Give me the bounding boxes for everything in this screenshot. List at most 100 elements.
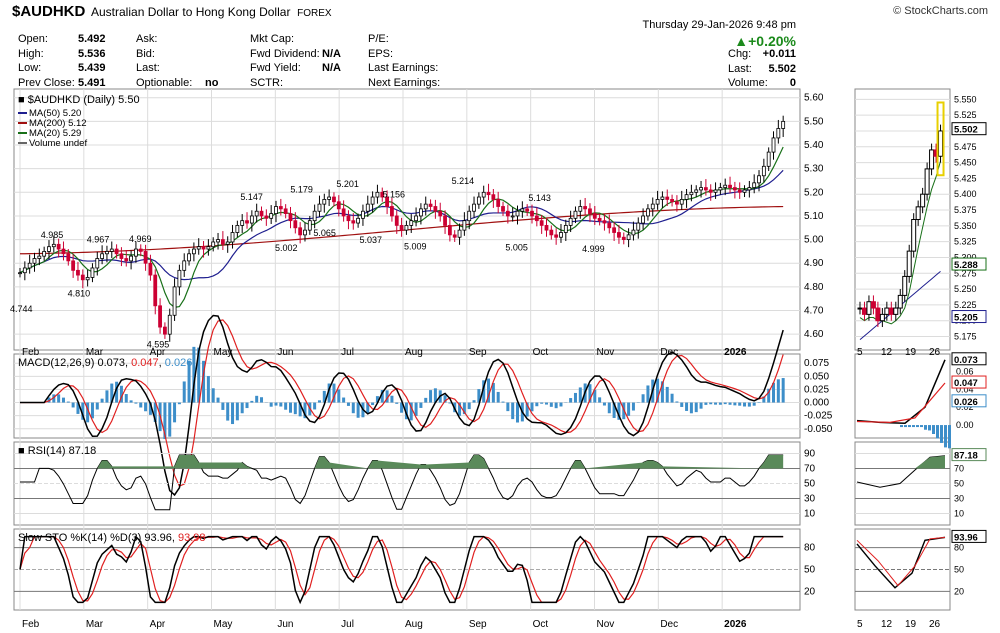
candle-body — [617, 232, 621, 238]
macd-histogram-bar — [182, 381, 186, 403]
field-label: Bid: — [136, 47, 155, 60]
candle-body — [109, 248, 114, 252]
mini-x-tick: 12 — [881, 347, 893, 358]
mini-y-tick: 5.375 — [954, 205, 977, 215]
mini-y-tick: 30 — [954, 494, 964, 504]
mini-macd-bar — [928, 425, 931, 431]
x-tick-label: Jul — [341, 347, 354, 358]
candle-body — [641, 215, 645, 224]
macd-histogram-bar — [429, 390, 433, 403]
mini-macd-bar — [944, 425, 947, 448]
x-tick-label: Mar — [86, 347, 104, 358]
mini-candle-body — [938, 130, 944, 157]
mini-y-tick: 80 — [954, 543, 964, 553]
candle-body — [172, 286, 177, 316]
candle-body — [177, 269, 182, 288]
candle-body — [539, 220, 544, 226]
mini-x-tick: 12 — [881, 619, 893, 630]
candle-body — [32, 258, 37, 264]
macd-histogram-bar — [298, 402, 302, 417]
macd-histogram-bar — [482, 380, 486, 403]
mini-macd-bar — [904, 425, 907, 428]
up-arrow-icon: ▲ — [734, 33, 749, 49]
mini-macd-bar — [916, 425, 919, 428]
rsi-overbought-fill — [39, 455, 784, 469]
macd-histogram-bar — [627, 402, 631, 416]
mini-x-tick: 19 — [905, 619, 917, 630]
candle-body — [216, 239, 220, 243]
mini-candle-body — [861, 307, 867, 315]
x-tick-label: Dec — [660, 347, 678, 358]
field-value: no — [205, 76, 219, 89]
last-price-badge-label: 5.502 — [954, 125, 978, 136]
candle-body — [476, 196, 481, 205]
field-value: 5.502 — [768, 62, 796, 75]
candle-body — [129, 255, 133, 262]
candle-body — [196, 246, 201, 250]
candle-body — [655, 199, 660, 205]
field-label: Chg: — [728, 48, 752, 60]
candle-body — [390, 206, 394, 217]
mini-y-tick: 0.04 — [956, 384, 974, 394]
macd-histogram-bar — [202, 360, 206, 403]
y-tick-label: 50 — [804, 565, 816, 576]
mini-candle-body — [902, 275, 908, 296]
macd-histogram-bar — [559, 402, 563, 407]
candle-body — [375, 191, 380, 198]
mini-candle-body — [929, 149, 935, 170]
macd-histogram-bar — [409, 402, 413, 421]
mini-candle-body — [879, 313, 885, 322]
candle-body — [225, 241, 230, 245]
candle-body — [583, 206, 588, 210]
brand: © StockCharts.com — [893, 5, 988, 17]
candle-body — [317, 203, 322, 212]
candle-body — [481, 191, 486, 198]
macd-histogram-bar — [124, 394, 128, 403]
mini-macd-bar — [924, 425, 927, 430]
candle-body — [559, 232, 563, 238]
mini-candle-body — [888, 307, 894, 315]
macd-histogram-bar — [303, 402, 307, 419]
macd-histogram-bar — [313, 402, 317, 410]
candle-body — [336, 201, 341, 210]
macd-histogram-bar — [511, 402, 515, 420]
macd-histogram-bar — [66, 401, 70, 403]
mini-y-tick: 5.250 — [954, 284, 977, 294]
mini-y-tick: 5.300 — [954, 252, 977, 262]
field-value: 5.536 — [78, 47, 106, 60]
macd-histogram-bar — [738, 402, 742, 406]
mini-sto-badge — [951, 529, 987, 543]
candle-body — [737, 189, 742, 193]
macd-histogram-bar — [554, 402, 558, 409]
mini-macd-bar — [936, 425, 939, 439]
panel-frame — [854, 88, 951, 351]
mini-y-tick: 5.475 — [954, 142, 977, 152]
price-annotation: 4.595 — [147, 339, 170, 349]
mini-y-tick: 0.06 — [956, 366, 974, 376]
macd-histogram-bar — [496, 391, 500, 403]
mini-macd-line — [856, 359, 946, 425]
y-tick-label: 5.00 — [804, 235, 824, 246]
candle-body — [264, 215, 269, 219]
macd-histogram-bar — [134, 402, 138, 404]
macd-histogram-bar — [578, 387, 582, 403]
macd-histogram-bar — [573, 392, 577, 403]
y-tick-label: 0.050 — [804, 371, 829, 382]
macd-histogram-bar — [607, 402, 611, 414]
macd-histogram-bar — [226, 402, 230, 421]
ma20-badge-label: 5.288 — [954, 260, 978, 271]
price-annotation: 5.005 — [505, 242, 528, 252]
macd-histogram-bar — [76, 402, 80, 414]
macd-histogram-bar — [86, 402, 90, 423]
macd-histogram-bar — [153, 402, 157, 422]
field-label: Ask: — [136, 33, 158, 45]
macd-histogram-bar — [139, 402, 143, 408]
macd-histogram-bar — [105, 390, 109, 403]
macd-histogram-bar — [728, 402, 732, 405]
macd-histogram-bar — [144, 402, 148, 412]
mini-macd-bar — [932, 425, 935, 434]
candle-body — [646, 208, 650, 217]
macd-histogram-bar — [90, 402, 94, 419]
macd-histogram-bar — [540, 402, 544, 404]
candle-body — [757, 175, 761, 184]
